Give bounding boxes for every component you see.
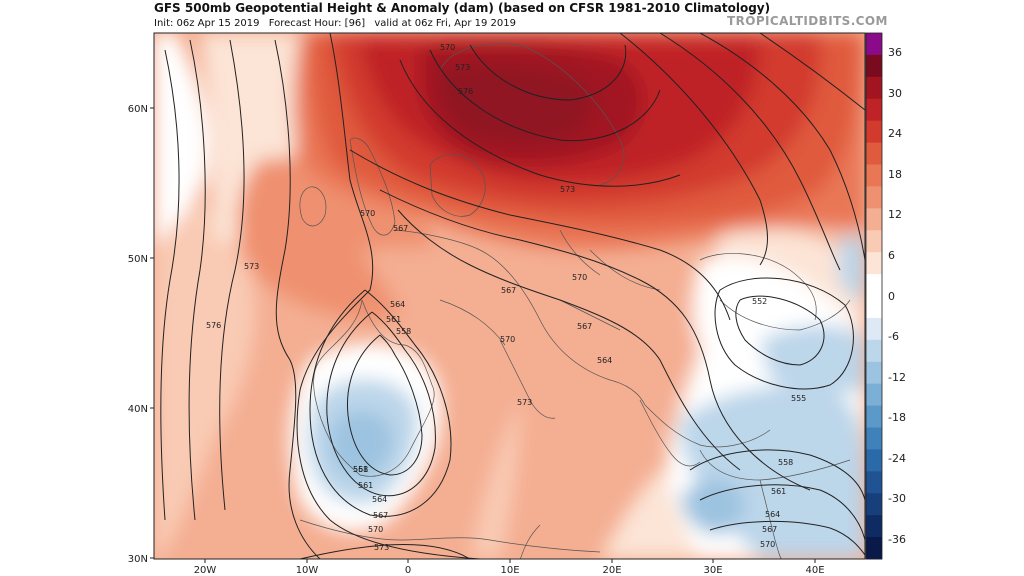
contour-label: 561 xyxy=(771,487,786,496)
contour-label: 561 xyxy=(386,315,401,324)
map-subtitle: Init: 06z Apr 15 2019 Forecast Hour: [96… xyxy=(154,18,522,29)
colorbar-swatches xyxy=(866,33,882,560)
colorbar-swatch xyxy=(866,142,882,165)
colorbar-swatch xyxy=(866,76,882,100)
colorbar-label: -36 xyxy=(888,533,906,546)
contour-label: 558 xyxy=(778,458,793,467)
colorbar-swatch xyxy=(866,296,882,319)
colorbar-label: 30 xyxy=(888,87,902,100)
map-title: GFS 500mb Geopotential Height & Anomaly … xyxy=(154,1,771,15)
lon-label: 20E xyxy=(602,565,621,576)
colorbar-swatch xyxy=(866,120,882,144)
contour-label: 564 xyxy=(372,495,387,504)
contour-label: 567 xyxy=(577,322,592,331)
brand-logo: TROPICALTIDBITS.COM xyxy=(727,14,888,28)
contour-label: 570 xyxy=(368,525,383,534)
contour-label: 558 xyxy=(396,327,411,336)
colorbar-label: -24 xyxy=(888,452,906,465)
colorbar-label: 18 xyxy=(888,168,902,181)
lon-label: 10W xyxy=(296,565,319,576)
colorbar-swatch xyxy=(866,361,882,385)
contour-label: 570 xyxy=(760,540,775,549)
contour-label: 564 xyxy=(765,510,780,519)
lon-label: 30E xyxy=(703,565,722,576)
colorbar-label: 12 xyxy=(888,208,902,221)
colorbar-swatch xyxy=(866,252,882,275)
lon-label: 10E xyxy=(500,565,519,576)
coastlines xyxy=(299,43,851,559)
lat-label: 40N xyxy=(128,404,148,415)
colorbar-swatch xyxy=(866,54,882,78)
contour-label: 561 xyxy=(353,465,368,474)
contour-label: 561 xyxy=(358,481,373,490)
contour-label: 564 xyxy=(597,356,612,365)
forecast-hour: Forecast Hour: [96] xyxy=(268,18,366,29)
colorbar-label: 36 xyxy=(888,46,902,59)
contour-label: 570 xyxy=(440,43,455,52)
colorbar-swatch xyxy=(866,383,882,407)
anomaly-field xyxy=(154,33,865,559)
contour-label: 573 xyxy=(374,543,389,552)
contour-label: 552 xyxy=(752,297,767,306)
contour-label: 567 xyxy=(373,511,388,520)
lon-axis: 20W 10W 0 10E 20E 30E 40E xyxy=(194,559,825,576)
colorbar-label: -30 xyxy=(888,492,906,505)
colorbar-swatch xyxy=(866,317,882,341)
colorbar-swatch xyxy=(866,471,882,494)
contour-label: 573 xyxy=(560,185,575,194)
contour-label: 555 xyxy=(791,394,806,403)
colorbar-label: -12 xyxy=(888,371,906,384)
init-time: Init: 06z Apr 15 2019 xyxy=(154,18,260,29)
lon-label: 20W xyxy=(194,565,217,576)
contour-label: 558 xyxy=(353,465,368,474)
lat-label: 30N xyxy=(128,554,148,565)
contour-labels: 570 573 576 573 570 567 570 567 561 564 … xyxy=(206,43,806,552)
contour-label: 576 xyxy=(206,321,221,330)
colorbar-label: 0 xyxy=(888,290,895,303)
colorbar: 36 30 24 18 12 6 0 -6 -12 -18 -24 -30 -3… xyxy=(865,32,906,560)
colorbar-swatch xyxy=(866,98,882,122)
colorbar-swatch xyxy=(866,493,882,516)
colorbar-label: -6 xyxy=(888,330,899,343)
contour-label: 564 xyxy=(390,300,405,309)
lat-axis: 60N 50N 40N 30N xyxy=(128,104,154,565)
colorbar-swatch xyxy=(866,449,882,472)
colorbar-swatch xyxy=(866,164,882,187)
contour-label: 573 xyxy=(517,398,532,407)
colorbar-swatch xyxy=(866,274,882,297)
colorbar-swatch xyxy=(866,230,882,253)
contour-label: 570 xyxy=(572,273,587,282)
colorbar-label: -18 xyxy=(888,411,906,424)
contour-label: 576 xyxy=(458,87,473,96)
contour-label: 573 xyxy=(455,63,470,72)
contour-label: 570 xyxy=(360,209,375,218)
colorbar-swatch xyxy=(866,186,882,209)
contour-label: 567 xyxy=(762,525,777,534)
lat-label: 50N xyxy=(128,254,148,265)
lon-label: 0 xyxy=(405,565,411,576)
colorbar-swatch xyxy=(866,208,882,231)
colorbar-swatch xyxy=(866,405,882,428)
colorbar-swatch xyxy=(866,339,882,363)
colorbar-swatch xyxy=(866,515,882,538)
colorbar-label: 6 xyxy=(888,249,895,262)
contour-label: 567 xyxy=(501,286,516,295)
valid-time: valid at 06z Fri, Apr 19 2019 xyxy=(374,18,517,29)
height-contours xyxy=(160,33,865,559)
contour-label: 573 xyxy=(244,262,259,271)
colorbar-swatch xyxy=(866,33,882,56)
colorbar-swatch xyxy=(866,427,882,450)
colorbar-swatch xyxy=(866,537,882,560)
contour-label: 567 xyxy=(393,224,408,233)
colorbar-label: 24 xyxy=(888,127,902,140)
contour-label: 570 xyxy=(500,335,515,344)
lon-label: 40E xyxy=(805,565,824,576)
lat-label: 60N xyxy=(128,104,148,115)
